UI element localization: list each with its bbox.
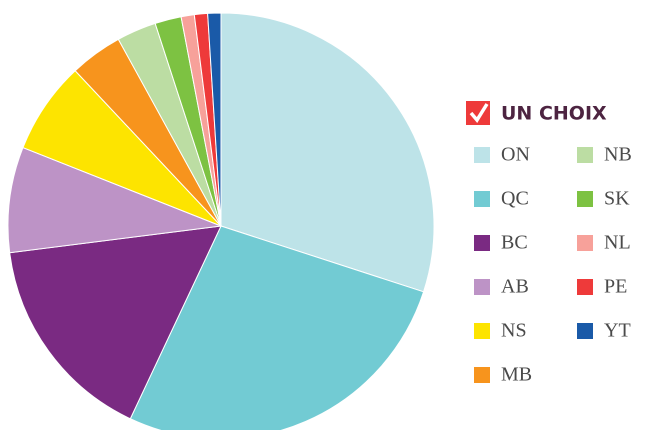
- legend-label: AB: [501, 276, 529, 298]
- legend-title: UN CHOIX: [501, 103, 607, 125]
- legend-swatch: [577, 147, 593, 163]
- legend-swatch: [577, 235, 593, 251]
- pie-slice: [9, 225, 222, 420]
- legend-label: MB: [501, 364, 532, 386]
- legend-label: NL: [604, 232, 631, 254]
- legend-swatch: [474, 279, 490, 295]
- legend-label: QC: [501, 188, 529, 210]
- legend-swatch: [474, 235, 490, 251]
- legend-label: NB: [604, 144, 632, 166]
- legend-swatch: [577, 191, 593, 207]
- pie-slice: [220, 12, 435, 293]
- legend-label: YT: [604, 320, 631, 342]
- legend-label: NS: [501, 320, 527, 342]
- legend-label: BC: [501, 232, 528, 254]
- legend-swatch: [474, 323, 490, 339]
- legend-title-icon: [466, 101, 490, 125]
- legend-label: ON: [501, 144, 530, 166]
- pie-slice: [129, 225, 425, 430]
- pie-slice: [7, 146, 222, 254]
- legend-swatch: [577, 279, 593, 295]
- legend-label: PE: [604, 276, 627, 298]
- legend-swatch: [474, 147, 490, 163]
- pie-slice: [207, 12, 222, 227]
- legend-label: SK: [604, 188, 630, 210]
- legend-swatch: [474, 191, 490, 207]
- legend-swatch: [474, 367, 490, 383]
- legend-swatch: [577, 323, 593, 339]
